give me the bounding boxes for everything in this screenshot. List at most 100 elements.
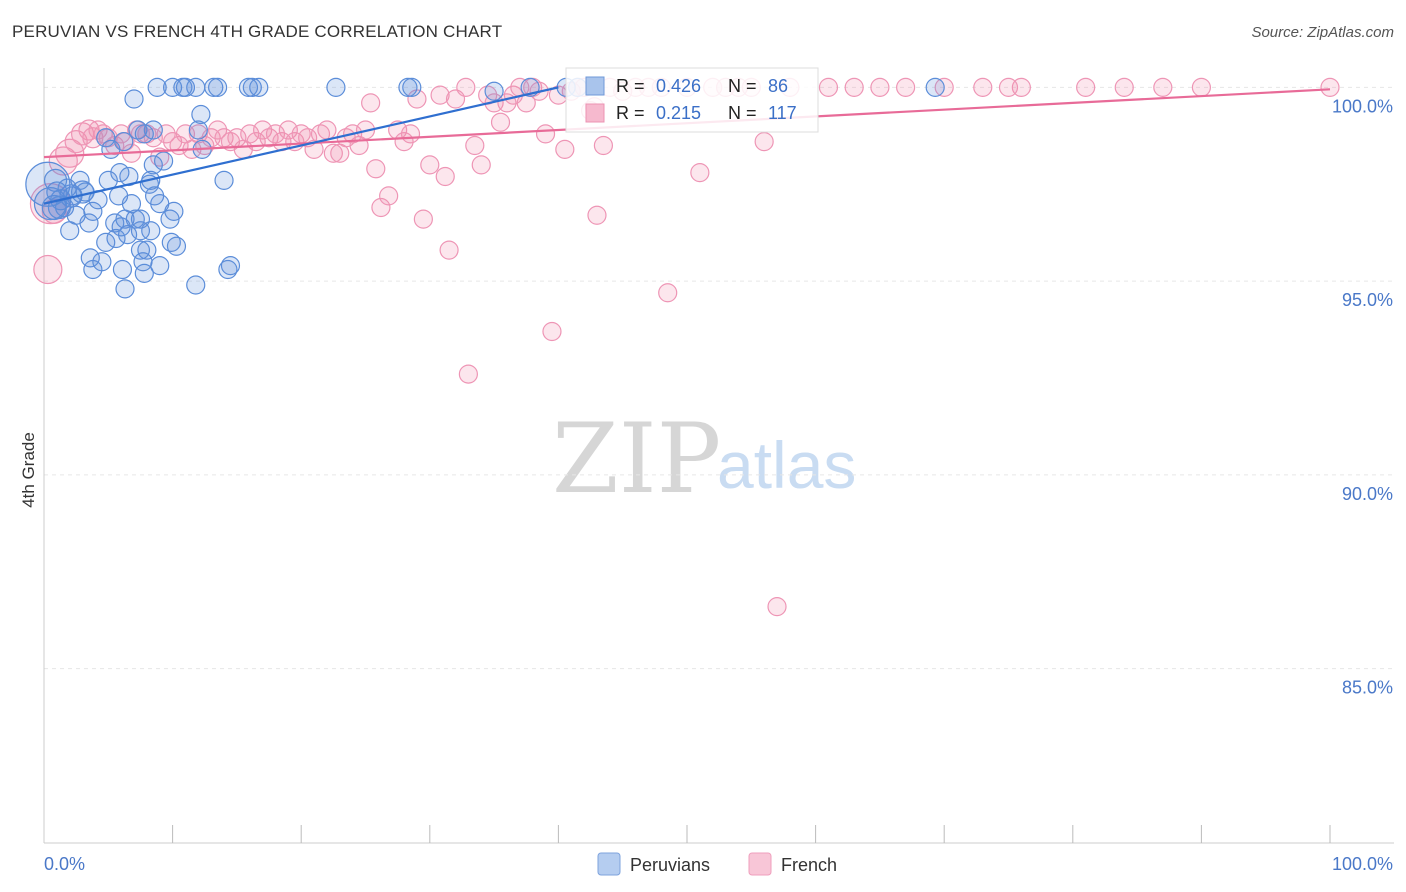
peruvian-point: [121, 194, 142, 214]
y-tick-label: 85.0%: [1342, 678, 1393, 698]
french-point: [465, 135, 485, 156]
peruvian-point: [43, 168, 68, 192]
french-point: [88, 120, 108, 140]
french-point: [658, 283, 678, 303]
french-point: [818, 77, 839, 97]
peruvian-point: [115, 279, 135, 299]
french-point: [1114, 77, 1134, 97]
x-tick-label: 100.0%: [1332, 854, 1393, 874]
peruvian-point: [92, 252, 112, 272]
french-point: [458, 364, 478, 384]
peruvian-trend-line: [43, 86, 559, 205]
stats-n-label-peruvians: N =: [728, 76, 757, 96]
peruvian-point: [110, 163, 130, 183]
french-point: [555, 139, 575, 159]
french-point: [317, 120, 337, 140]
peruvian-point: [208, 77, 228, 97]
peruvian-point: [186, 275, 206, 295]
french-point: [587, 205, 607, 225]
peruvian-point: [484, 81, 504, 101]
french-points: [29, 77, 1340, 617]
peruvian-point: [112, 259, 133, 280]
y-axis-label: 4th Grade: [19, 432, 38, 508]
stats-n-value-french: 117: [768, 103, 797, 123]
peruvian-point: [130, 221, 151, 241]
peruvian-point: [70, 180, 95, 204]
french-point: [430, 85, 450, 105]
french-point: [844, 77, 864, 97]
french-point: [896, 77, 916, 97]
legend-label-french[interactable]: French: [781, 855, 837, 875]
french-point: [490, 112, 511, 132]
french-point: [240, 124, 260, 144]
french-point: [456, 77, 476, 97]
y-tick-label: 100.0%: [1332, 96, 1393, 116]
peruvian-point: [150, 256, 170, 276]
peruvian-point: [164, 201, 184, 221]
french-point: [156, 124, 176, 144]
french-point: [379, 186, 399, 206]
french-point: [767, 597, 787, 617]
french-point: [439, 240, 459, 260]
y-tick-label: 90.0%: [1342, 484, 1393, 504]
peruvian-point: [326, 77, 346, 97]
peruvian-point: [161, 232, 181, 252]
peruvian-point: [188, 120, 208, 140]
peruvian-point: [117, 225, 138, 245]
tick-labels: 100.0% 95.0% 90.0% 85.0% 0.0% 100.0%: [44, 96, 1393, 874]
french-point: [278, 120, 298, 140]
french-point: [754, 132, 774, 152]
stats-r-label-french: R =: [616, 103, 645, 123]
peruvian-point: [130, 240, 151, 260]
french-point: [208, 120, 228, 140]
peruvian-point: [186, 77, 206, 97]
french-point: [435, 166, 455, 187]
french-point: [253, 120, 273, 140]
peruvian-point: [147, 77, 167, 97]
peruvian-point: [402, 77, 422, 97]
peruvian-point: [143, 155, 163, 175]
peruvian-point: [925, 77, 945, 97]
legend-swatch-french[interactable]: [748, 852, 772, 876]
french-point: [1191, 77, 1212, 97]
peruvian-point: [133, 252, 153, 272]
peruvian-point: [175, 77, 196, 97]
french-point: [1153, 77, 1173, 97]
peruvian-point: [96, 128, 116, 148]
stats-n-label-french: N =: [728, 103, 757, 123]
y-tick-label: 95.0%: [1342, 290, 1393, 310]
peruvian-point: [153, 151, 174, 171]
x-tick-label: 0.0%: [44, 854, 85, 874]
legend-label-peruvians[interactable]: Peruvians: [630, 855, 710, 875]
stats-swatch-peruvians: [585, 76, 605, 96]
french-point: [542, 321, 562, 342]
bottom-legend: Peruvians French: [597, 852, 837, 876]
grid-lines: [44, 86, 1394, 670]
french-point: [366, 159, 386, 179]
legend-swatch-peruvians[interactable]: [597, 852, 621, 876]
peruvian-point: [143, 120, 163, 140]
stats-n-value-peruvians: 86: [768, 76, 788, 96]
peruvian-point: [79, 213, 99, 233]
peruvian-point: [125, 209, 145, 229]
french-point: [413, 209, 433, 229]
french-point: [150, 147, 170, 167]
peruvian-point: [191, 104, 211, 125]
stats-r-value-peruvians: 0.426: [656, 76, 701, 96]
french-point: [361, 93, 381, 113]
chart-title: PERUVIAN VS FRENCH 4TH GRADE CORRELATION…: [12, 22, 503, 41]
french-point: [535, 124, 556, 144]
french-point: [593, 135, 614, 156]
peruvian-point: [96, 232, 116, 252]
french-point: [690, 163, 710, 183]
french-point: [33, 254, 63, 285]
axes: [43, 68, 1394, 844]
peruvian-point: [114, 132, 134, 152]
peruvian-point: [83, 201, 103, 221]
french-point: [973, 77, 993, 97]
peruvian-point: [60, 221, 80, 241]
french-point: [55, 138, 85, 168]
peruvian-point: [214, 170, 234, 190]
peruvian-point: [220, 256, 241, 276]
